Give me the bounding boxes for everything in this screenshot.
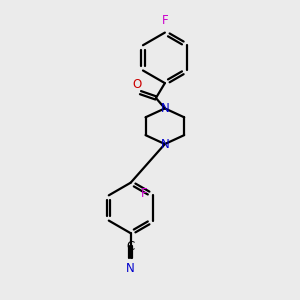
Text: F: F <box>161 14 168 27</box>
Text: C: C <box>127 239 135 253</box>
Text: N: N <box>160 102 169 115</box>
Text: N: N <box>160 138 169 151</box>
Text: O: O <box>132 78 141 91</box>
Text: N: N <box>126 262 135 275</box>
Text: F: F <box>141 187 147 200</box>
